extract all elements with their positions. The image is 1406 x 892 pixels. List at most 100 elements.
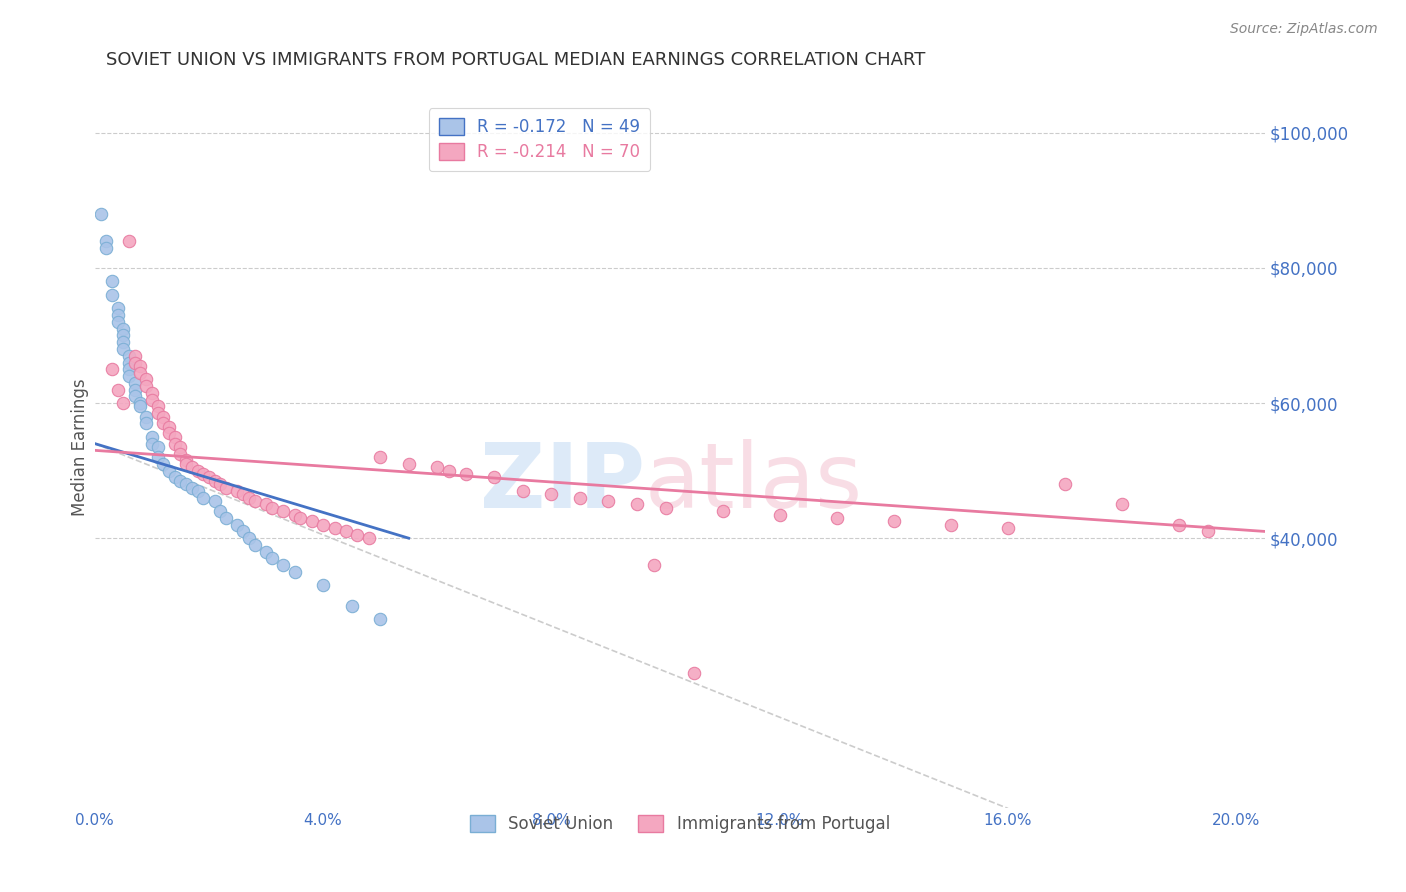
Point xyxy=(135,379,157,393)
Point xyxy=(163,470,186,484)
Point xyxy=(437,464,460,478)
Point xyxy=(643,558,665,573)
Point xyxy=(96,234,118,248)
Point xyxy=(254,497,277,511)
Point xyxy=(163,430,186,444)
Point xyxy=(107,383,129,397)
Point xyxy=(711,504,734,518)
Point xyxy=(1111,497,1133,511)
Point xyxy=(1197,524,1219,539)
Text: SOVIET UNION VS IMMIGRANTS FROM PORTUGAL MEDIAN EARNINGS CORRELATION CHART: SOVIET UNION VS IMMIGRANTS FROM PORTUGAL… xyxy=(107,51,927,69)
Point xyxy=(1168,517,1191,532)
Point xyxy=(112,322,135,336)
Point xyxy=(174,477,197,491)
Point xyxy=(243,538,266,552)
Point xyxy=(89,207,111,221)
Point xyxy=(101,288,124,302)
Point xyxy=(284,508,307,522)
Point xyxy=(107,301,129,316)
Point xyxy=(118,234,141,248)
Point xyxy=(683,666,706,681)
Point xyxy=(260,500,283,515)
Point xyxy=(180,460,202,475)
Point xyxy=(484,470,506,484)
Point xyxy=(96,241,118,255)
Point xyxy=(124,355,146,369)
Point xyxy=(101,362,124,376)
Point xyxy=(112,328,135,343)
Point xyxy=(271,504,294,518)
Point xyxy=(146,440,169,454)
Point xyxy=(118,369,141,384)
Y-axis label: Median Earnings: Median Earnings xyxy=(72,378,89,516)
Point xyxy=(112,396,135,410)
Point xyxy=(107,308,129,322)
Point xyxy=(312,517,335,532)
Point xyxy=(398,457,420,471)
Point xyxy=(335,524,357,539)
Point xyxy=(193,467,215,481)
Point xyxy=(209,504,232,518)
Point xyxy=(540,487,562,501)
Point xyxy=(129,359,152,373)
Text: Source: ZipAtlas.com: Source: ZipAtlas.com xyxy=(1230,22,1378,37)
Point xyxy=(129,366,152,380)
Point xyxy=(243,494,266,508)
Legend: Soviet Union, Immigrants from Portugal: Soviet Union, Immigrants from Portugal xyxy=(460,805,900,844)
Point xyxy=(1054,477,1077,491)
Point xyxy=(340,599,363,613)
Point xyxy=(357,531,380,545)
Point xyxy=(368,612,391,626)
Point xyxy=(135,372,157,386)
Point xyxy=(157,419,180,434)
Point xyxy=(124,389,146,403)
Point xyxy=(346,528,368,542)
Point xyxy=(512,483,534,498)
Point xyxy=(124,383,146,397)
Point xyxy=(186,464,208,478)
Point xyxy=(135,417,157,431)
Point xyxy=(180,481,202,495)
Point xyxy=(883,514,905,528)
Point xyxy=(141,436,163,450)
Point xyxy=(146,450,169,464)
Point xyxy=(209,477,232,491)
Point xyxy=(174,457,197,471)
Point xyxy=(232,524,254,539)
Point xyxy=(568,491,591,505)
Point xyxy=(232,487,254,501)
Point xyxy=(626,497,648,511)
Point xyxy=(226,483,249,498)
Point xyxy=(146,406,169,420)
Point xyxy=(271,558,294,573)
Point xyxy=(118,355,141,369)
Point xyxy=(174,453,197,467)
Point xyxy=(238,531,260,545)
Point xyxy=(152,417,174,431)
Point xyxy=(312,578,335,592)
Point xyxy=(598,494,620,508)
Point xyxy=(186,483,208,498)
Point xyxy=(141,386,163,401)
Point xyxy=(101,275,124,289)
Point xyxy=(118,362,141,376)
Point xyxy=(198,470,221,484)
Point xyxy=(454,467,477,481)
Point xyxy=(215,481,238,495)
Point xyxy=(368,450,391,464)
Point xyxy=(254,544,277,558)
Point xyxy=(152,457,174,471)
Point xyxy=(135,409,157,424)
Point xyxy=(426,460,449,475)
Point xyxy=(112,335,135,350)
Point xyxy=(169,474,191,488)
Text: atlas: atlas xyxy=(645,439,863,527)
Point xyxy=(654,500,676,515)
Point xyxy=(939,517,962,532)
Text: ZIP: ZIP xyxy=(479,439,645,527)
Point xyxy=(301,514,323,528)
Point xyxy=(290,511,312,525)
Point xyxy=(169,447,191,461)
Point xyxy=(112,342,135,356)
Point xyxy=(129,400,152,414)
